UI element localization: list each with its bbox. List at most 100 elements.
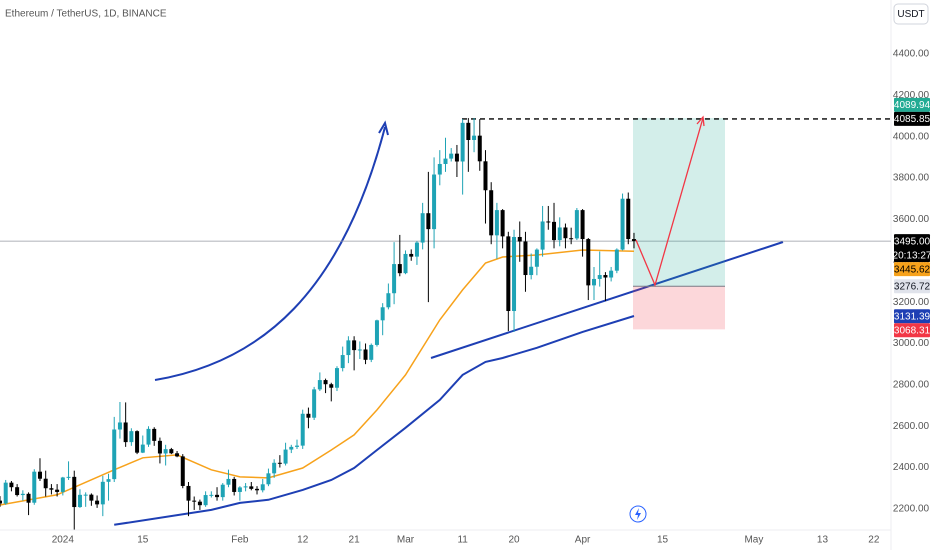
candle-body: [563, 227, 568, 239]
candle-body: [437, 163, 442, 175]
candle-body: [283, 449, 288, 464]
candle-body: [312, 389, 317, 418]
candle-body: [249, 486, 254, 489]
price-label: 3068.31: [894, 325, 931, 336]
candle-body: [66, 476, 71, 478]
lightning[interactable]: [635, 508, 641, 520]
candle-body: [83, 494, 88, 496]
candle-body: [215, 494, 220, 498]
x-tick-label: 12: [297, 535, 309, 546]
countdown: 20:13:27: [893, 250, 932, 261]
candle-body: [626, 198, 631, 240]
candle-body: [95, 500, 100, 505]
candle-body: [392, 264, 397, 294]
candle-body: [146, 428, 151, 445]
x-tick-label: Mar: [397, 535, 415, 546]
candle-body: [523, 241, 528, 276]
candle-body: [72, 476, 77, 508]
candle-body: [580, 210, 585, 240]
candle-body: [186, 485, 191, 501]
price-label: 4085.85: [894, 114, 931, 125]
candle-body: [169, 449, 174, 454]
candle-body: [157, 440, 162, 454]
price-label: 4089.94: [894, 100, 931, 111]
y-tick-label: 2200.00: [893, 504, 930, 515]
candle-body: [289, 446, 294, 450]
x-tick-label: 22: [868, 535, 880, 546]
y-tick-label: 3200.00: [893, 297, 930, 308]
candle-body: [112, 429, 117, 480]
candle-body: [272, 462, 277, 474]
candle-body: [49, 488, 54, 490]
candle-body: [414, 242, 419, 257]
y-tick-label: 2600.00: [893, 421, 930, 432]
candle-body: [609, 270, 614, 278]
candle-body: [454, 153, 459, 162]
x-tick-label: 11: [457, 535, 468, 546]
candle-body: [295, 445, 299, 447]
price-label-box: [894, 97, 930, 112]
candle-body: [43, 478, 48, 489]
candle-body: [449, 153, 454, 159]
arrow-head: [378, 120, 389, 136]
y-tick-label: 3800.00: [893, 173, 930, 184]
candle-body: [209, 494, 214, 496]
candle-body: [100, 481, 105, 505]
candle-body: [363, 349, 368, 360]
currency-label[interactable]: USDT: [897, 9, 924, 20]
price-label-box: [894, 111, 930, 126]
candle-body: [317, 380, 322, 390]
candle-body: [483, 161, 488, 191]
x-tick-label: 15: [657, 535, 669, 546]
candle-body: [3, 482, 8, 504]
candle-body: [323, 380, 328, 385]
candle-body: [106, 479, 111, 482]
candle-body: [397, 264, 402, 274]
price-label-box: [894, 309, 930, 324]
candle-body: [494, 210, 499, 236]
candle-body: [466, 122, 471, 140]
y-tick-label: 3000.00: [893, 338, 930, 349]
candle-body: [329, 384, 334, 388]
candle-body: [603, 275, 608, 278]
candle-body: [306, 413, 311, 418]
candle-body: [586, 239, 591, 286]
y-tick-label: 2800.00: [893, 379, 930, 390]
candle-body: [403, 253, 408, 274]
candle-body: [300, 413, 305, 446]
candle-body: [477, 135, 482, 162]
moving-average: [0, 249, 635, 506]
candle-body: [255, 488, 260, 491]
x-tick-label: 2024: [52, 535, 75, 546]
candle-body: [517, 236, 522, 242]
candle-body: [60, 477, 65, 492]
candle-body: [260, 484, 265, 491]
candle-body: [557, 227, 562, 241]
candle-body: [334, 368, 339, 388]
candle-body: [192, 500, 197, 502]
candle-body: [374, 320, 379, 345]
candle-body: [592, 278, 596, 286]
candle-body: [175, 453, 180, 457]
plot: [0, 118, 891, 530]
candle-body: [129, 431, 134, 443]
currency-button[interactable]: [893, 3, 929, 25]
candle-body: [266, 473, 271, 485]
candle-body: [620, 198, 625, 250]
candle-body: [163, 449, 168, 454]
candle-body: [226, 478, 231, 485]
candle-body: [460, 122, 465, 162]
arrow-head: [696, 115, 705, 127]
candle-body: [352, 340, 357, 351]
candle-body: [203, 495, 208, 506]
y-tick-label: 4000.00: [893, 131, 930, 142]
candle-body: [15, 487, 20, 496]
chart-title: Ethereum / TetherUS, 1D, BINANCE: [5, 9, 167, 20]
candle-body: [380, 307, 385, 321]
trend-arrow: [154, 126, 386, 381]
x-tick-label: 15: [137, 535, 149, 546]
price-label-box: [894, 323, 930, 338]
